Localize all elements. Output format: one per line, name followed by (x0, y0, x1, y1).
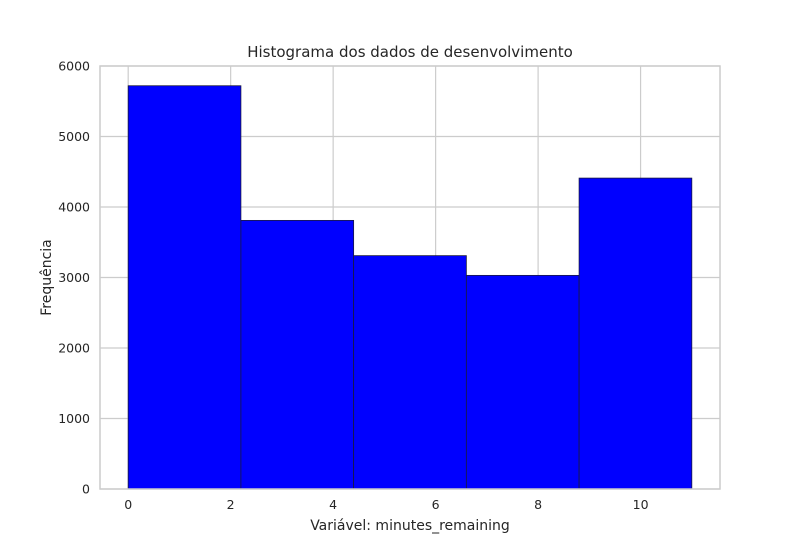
x-axis-label: Variável: minutes_remaining (310, 518, 510, 534)
histogram-bar (578, 177, 693, 490)
x-tick-labels: 0 2 4 6 8 10 (124, 497, 648, 512)
x-tick-label: 10 (633, 497, 649, 512)
histogram-bar (353, 255, 467, 490)
histogram-bar (240, 219, 355, 490)
y-tick-label: 5000 (58, 129, 90, 144)
histogram-bar (127, 85, 242, 490)
histogram-bar (465, 274, 580, 490)
plot-frame (99, 65, 721, 490)
y-tick-label: 1000 (58, 411, 90, 426)
y-tick-labels: 0 1000 2000 3000 4000 5000 6000 (58, 59, 90, 497)
y-tick-label: 4000 (58, 200, 90, 215)
y-tick-label: 0 (82, 482, 90, 497)
y-tick-label: 3000 (58, 270, 90, 285)
bars-layer (127, 85, 693, 490)
x-tick-label: 0 (124, 497, 132, 512)
x-tick-label: 8 (534, 497, 542, 512)
y-tick-label: 2000 (58, 341, 90, 356)
y-axis-label: Frequência (39, 239, 55, 316)
chart-title: Histograma dos dados de desenvolvimento (247, 43, 573, 61)
y-tick-label: 6000 (58, 59, 90, 74)
x-tick-label: 6 (432, 497, 440, 512)
x-tick-label: 2 (227, 497, 235, 512)
x-tick-label: 4 (329, 497, 337, 512)
